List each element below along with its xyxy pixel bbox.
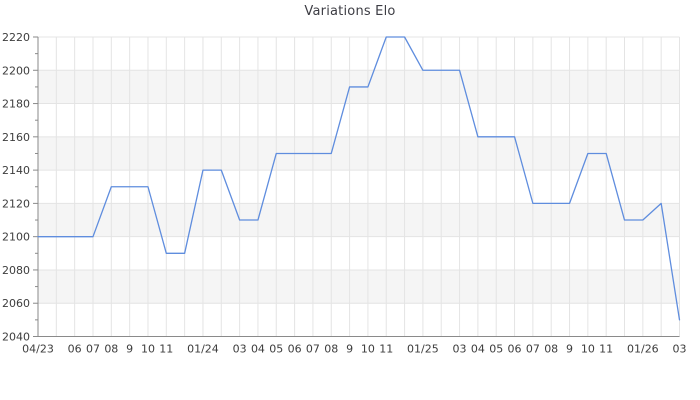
x-tick-label: 06 [508, 343, 522, 356]
x-axis-labels: 04/23 06 07 08 9 10 11 01/24 03 04 05 06 07 08 9 10 11 01… [22, 343, 686, 356]
plot-bands [38, 70, 680, 304]
x-tick-label: 04 [251, 343, 265, 356]
x-tick-label: 06 [68, 343, 82, 356]
y-axis-labels: 2040 2060 2080 2100 2120 2140 2160 2180 2200 2220 [2, 31, 30, 344]
x-tick-label: 08 [104, 343, 118, 356]
x-tick-label: 11 [379, 343, 393, 356]
x-tick-label: 07 [306, 343, 320, 356]
x-tick-label: 05 [269, 343, 283, 356]
x-tick-label: 01/24 [187, 343, 219, 356]
plot-band [38, 136, 680, 171]
x-tick-label: 9 [346, 343, 353, 356]
x-tick-label: 11 [599, 343, 613, 356]
x-tick-label: 10 [581, 343, 595, 356]
x-tick-label: 04 [471, 343, 485, 356]
y-tick-label: 2180 [2, 98, 30, 111]
x-tick-label: 10 [141, 343, 155, 356]
x-tick-label: 06 [288, 343, 302, 356]
x-tick-label: 03 [673, 343, 687, 356]
x-tick-label: 11 [159, 343, 173, 356]
y-ticks [33, 36, 38, 337]
plot-band [38, 203, 680, 237]
y-tick-label: 2200 [2, 64, 30, 77]
x-tick-label: 01/26 [627, 343, 659, 356]
y-tick-label: 2120 [2, 197, 30, 210]
y-tick-label: 2220 [2, 31, 30, 44]
x-tick-label: 08 [324, 343, 338, 356]
x-tick-label: 03 [233, 343, 247, 356]
x-tick-label: 10 [361, 343, 375, 356]
y-tick-label: 2060 [2, 297, 30, 310]
plot-band [38, 269, 680, 304]
x-tick-label: 07 [86, 343, 100, 356]
x-tick-label: 9 [566, 343, 573, 356]
y-tick-label: 2040 [2, 331, 30, 344]
y-tick-label: 2140 [2, 164, 30, 177]
x-tick-label: 08 [544, 343, 558, 356]
y-gridlines [38, 36, 680, 337]
x-tick-label: 04/23 [22, 343, 54, 356]
chart-title: Variations Elo [304, 4, 396, 19]
y-tick-label: 2100 [2, 231, 30, 244]
y-tick-label: 2160 [2, 131, 30, 144]
x-tick-label: 05 [489, 343, 503, 356]
x-tick-label: 03 [453, 343, 467, 356]
y-tick-label: 2080 [2, 264, 30, 277]
x-tick-label: 07 [526, 343, 540, 356]
elo-series-line [37, 36, 681, 321]
x-tick-label: 9 [126, 343, 133, 356]
x-tick-label: 01/25 [407, 343, 439, 356]
